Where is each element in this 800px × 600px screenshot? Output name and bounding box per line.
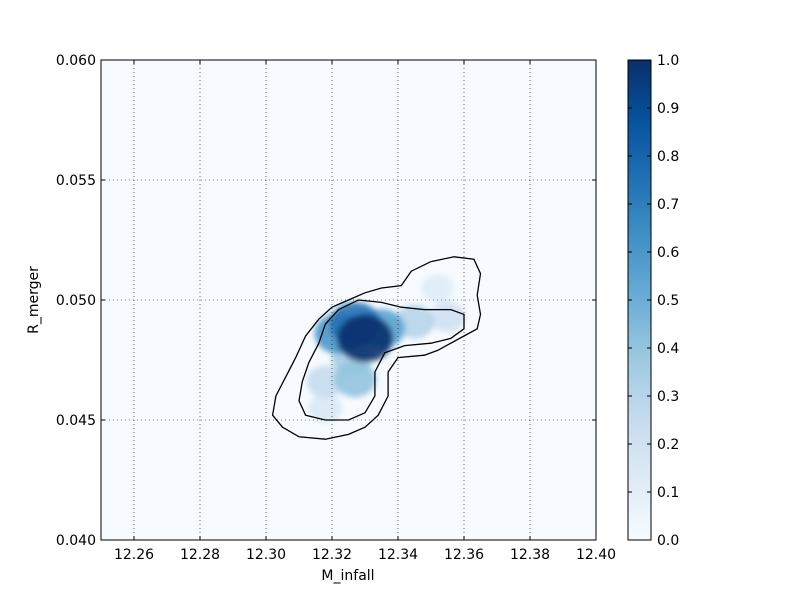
y-tick-label: 0.040 [56, 533, 96, 549]
colorbar-tick-label: 1.0 [657, 53, 679, 69]
x-tick-label: 12.28 [180, 547, 220, 563]
x-axis-label: M_infall [321, 568, 374, 584]
density-peak-10 [337, 314, 393, 363]
x-tick-label: 12.34 [378, 547, 418, 563]
contour-outer [271, 256, 482, 440]
y-tick-label: 0.055 [56, 173, 96, 189]
x-tick-label: 12.26 [114, 547, 154, 563]
x-tick-label: 12.40 [576, 547, 616, 563]
colorbar-tick-label: 0.4 [657, 341, 679, 357]
colorbar-tick-label: 0.0 [657, 533, 679, 549]
x-tick-label: 12.30 [246, 547, 286, 563]
colorbar-tick-label: 0.3 [657, 389, 679, 405]
colorbar-ticks: 0.0 0.1 0.2 0.3 0.4 0.5 0.6 0.7 0.8 0.9 1.0 [628, 53, 679, 549]
colorbar-tick-label: 0.5 [657, 293, 679, 309]
colorbar-tick-label: 0.1 [657, 485, 679, 501]
density-peak-6 [333, 361, 377, 398]
density-peak-0 [421, 274, 454, 302]
x-tick-label: 12.36 [444, 547, 484, 563]
colorbar-tick-label: 0.7 [657, 197, 679, 213]
colorbar-tick-label: 0.2 [657, 437, 679, 453]
density-layer [306, 274, 466, 423]
colorbar-tick-label: 0.6 [657, 245, 679, 261]
y-tick-label: 0.050 [56, 293, 96, 309]
x-tick-label: 12.38 [510, 547, 550, 563]
y-axis-label: R_merger [26, 266, 42, 334]
y-tick-label: 0.045 [56, 413, 96, 429]
y-tick-label: 0.060 [56, 53, 96, 69]
density-peak-2 [429, 301, 466, 333]
x-axis-ticks: 12.26 12.28 12.30 12.32 12.34 12.36 12.38 12.40 [114, 60, 616, 563]
colorbar-tick-label: 0.8 [657, 149, 679, 165]
contour-lines [271, 256, 482, 440]
grid-lines [101, 60, 596, 540]
contour-inner [298, 299, 465, 421]
y-axis-ticks: 0.040 0.045 0.050 0.055 0.060 [56, 53, 596, 549]
colorbar-tick-label: 0.9 [657, 101, 679, 117]
density-peak-1 [308, 393, 343, 423]
x-tick-label: 12.32 [312, 547, 352, 563]
